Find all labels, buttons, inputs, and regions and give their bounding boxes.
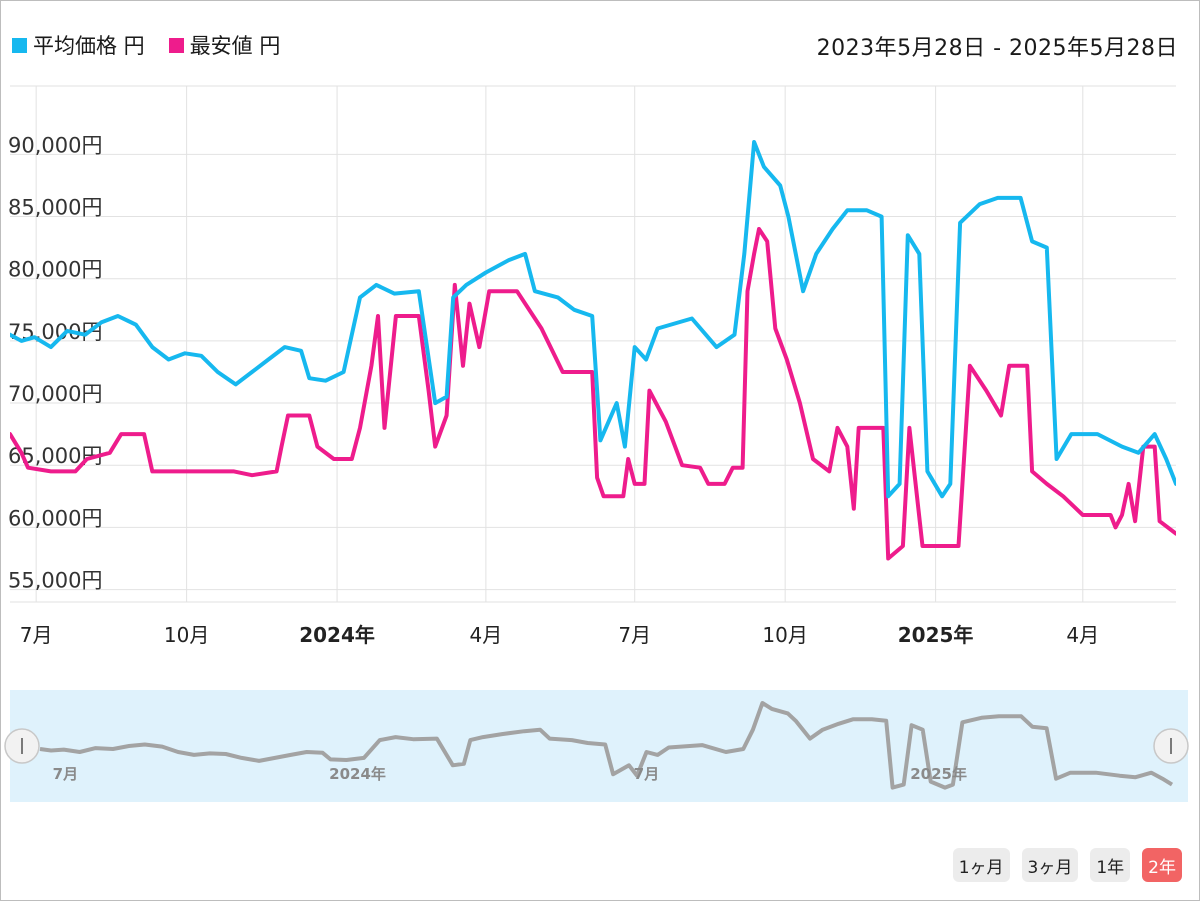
y-tick-label: 90,000円 bbox=[8, 133, 102, 157]
y-tick-label: 60,000円 bbox=[8, 506, 102, 530]
chart-grid bbox=[10, 85, 1176, 603]
navigator-tick-label: 2025年 bbox=[910, 765, 967, 783]
y-tick-label: 85,000円 bbox=[8, 196, 102, 220]
y-tick-label: 55,000円 bbox=[8, 569, 102, 593]
x-tick-label: 2024年 bbox=[299, 623, 375, 647]
legend-item[interactable]: 平均価格 円 bbox=[12, 30, 145, 60]
x-tick-label: 4月 bbox=[470, 623, 503, 647]
x-tick-label: 10月 bbox=[762, 623, 807, 647]
navigator-tick-label: 2024年 bbox=[329, 765, 386, 783]
legend-label: 平均価格 円 bbox=[33, 34, 145, 58]
x-tick-label: 10月 bbox=[164, 623, 209, 647]
navigator-right-handle[interactable] bbox=[1153, 728, 1189, 764]
range-button[interactable]: 1ヶ月 bbox=[952, 848, 1010, 882]
navigator-tick-label: 7月 bbox=[634, 765, 659, 783]
range-selector: 1ヶ月 3ヶ月 1年 2年 bbox=[952, 848, 1182, 882]
x-tick-label: 4月 bbox=[1066, 623, 1099, 647]
x-tick-label: 7月 bbox=[20, 623, 53, 647]
range-button[interactable]: 1年 bbox=[1090, 848, 1131, 882]
x-tick-label: 2025年 bbox=[898, 623, 974, 647]
y-tick-label: 80,000円 bbox=[8, 258, 102, 282]
date-range-label: 2023年5月28日 - 2025年5月28日 bbox=[816, 36, 1178, 61]
range-button[interactable]: 2年 bbox=[1142, 848, 1182, 882]
range-navigator[interactable]: 7月 2024年 7月 2025年 bbox=[4, 690, 1189, 802]
legend-item[interactable]: 最安値 円 bbox=[168, 30, 281, 60]
range-button[interactable]: 3ヶ月 bbox=[1021, 848, 1079, 882]
y-axis-tick-labels: 55,000円60,000円65,000円70,000円75,000円80,00… bbox=[8, 133, 102, 592]
navigator-background[interactable] bbox=[10, 690, 1188, 802]
navigator-series-line bbox=[39, 701, 1174, 790]
navigator-tick-label: 7月 bbox=[53, 765, 78, 783]
series-lines bbox=[10, 140, 1176, 561]
x-axis-tick-labels: 7月 10月 2024年 4月 7月 10月 2025年 4月 bbox=[20, 623, 1099, 647]
legend-swatch bbox=[12, 37, 27, 53]
y-tick-label: 70,000円 bbox=[8, 382, 102, 406]
navigator-left-handle[interactable] bbox=[4, 728, 40, 764]
legend-swatch bbox=[168, 37, 184, 53]
legend-label: 最安値 円 bbox=[189, 34, 281, 58]
series-line-1 bbox=[10, 227, 1176, 561]
legend: 平均価格 円 最安値 円 bbox=[12, 30, 304, 60]
x-tick-label: 7月 bbox=[618, 623, 651, 647]
series-line-0 bbox=[10, 140, 1176, 499]
